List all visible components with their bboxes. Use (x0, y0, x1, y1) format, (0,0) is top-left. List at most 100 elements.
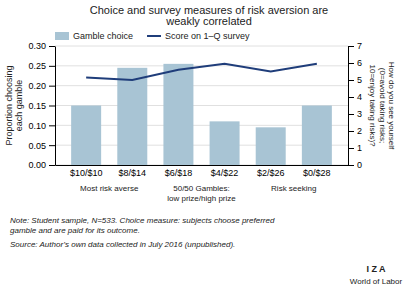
y2-tick: 2 (348, 126, 362, 136)
x-tick: $0/$28 (303, 165, 331, 178)
source-line: Source: Author’s own data collected in J… (10, 240, 235, 249)
x-tick-label: $4/$22 (211, 168, 239, 178)
x-tick-label: $6/$18 (165, 168, 193, 178)
note-line: Note: Student sample, N=533. Choice meas… (10, 216, 275, 225)
grid (55, 46, 348, 165)
marks (71, 64, 332, 165)
legend-item: Score on 1–Q survey (147, 31, 250, 41)
legend: Gamble choice Score on 1–Q survey (55, 31, 250, 41)
y2-tick-mark (348, 131, 354, 132)
group-label-line: Most risk averse (80, 184, 139, 193)
y-tick-mark (49, 125, 55, 126)
y2-tick-mark (348, 148, 354, 149)
bar (210, 121, 240, 165)
grid-line (55, 46, 348, 47)
x-tick: $6/$18 (165, 165, 193, 178)
x-tick: $8/$14 (119, 165, 147, 178)
bar (163, 64, 193, 165)
y2-tick-mark (348, 63, 354, 64)
logo: I Z A (366, 264, 386, 274)
y-tick-label: 0.05 (28, 141, 46, 151)
y2-tick-mark (348, 97, 354, 98)
x-tick-label: $10/$10 (70, 168, 103, 178)
group-label-line: 50/50 Gambles: (173, 184, 229, 193)
y-tick-mark (49, 165, 55, 166)
title-line: weakly correlated (165, 15, 252, 27)
y2-axis-title: 10=enjoy taking risks)? (368, 64, 377, 147)
x-tick-label: $0/$28 (303, 168, 331, 178)
y-axis-title: Proportion choosing (4, 65, 14, 145)
y2-axis-line (348, 47, 349, 166)
y2-tick-mark (348, 165, 354, 166)
x-tick: $4/$22 (211, 165, 239, 178)
bar (256, 127, 286, 165)
legend-label: Score on 1–Q survey (165, 31, 250, 41)
y2-tick-label: 4 (357, 92, 362, 102)
x-axis-line (56, 165, 349, 166)
y-tick-mark (49, 66, 55, 67)
y2-tick: 3 (348, 109, 362, 119)
y-tick-label: 0.00 (28, 160, 46, 170)
y2-tick-label: 7 (357, 41, 362, 51)
chart: $10/$10 $8/$14 $6/$18 $4/$22 $2/$26 $0/$28 0.0… (0, 0, 418, 296)
y2-axis-title: (0=avoid taking risks; (378, 68, 387, 143)
y-tick: 0.20 (28, 81, 55, 91)
y2-axis-title: How do you see yourself (387, 62, 396, 150)
y2-tick-mark (348, 80, 354, 81)
note-line: gamble and are paid for its outcome. (10, 226, 140, 235)
y2-tick: 0 (348, 160, 362, 170)
legend-label: Gamble choice (73, 31, 133, 41)
y2-tick-label: 6 (357, 58, 362, 68)
y-axis: 0.00 0.05 0.10 0.15 0.20 0.25 0.30 (28, 41, 55, 170)
group-label: Risk seeking (271, 184, 316, 193)
legend-swatch (147, 35, 161, 37)
y-tick: 0.25 (28, 61, 55, 71)
legend-item: Gamble choice (55, 31, 133, 41)
y2-tick: 5 (348, 75, 362, 85)
y2-tick: 1 (348, 143, 362, 153)
y2-tick: 6 (348, 58, 362, 68)
y2-tick-label: 0 (357, 160, 362, 170)
plot: $10/$10 $8/$14 $6/$18 $4/$22 $2/$26 $0/$28 0.0… (28, 41, 362, 178)
y-tick-label: 0.25 (28, 61, 46, 71)
y-tick-label: 0.30 (28, 41, 46, 51)
group-label: 50/50 Gambles:low prize/high prize (167, 184, 236, 203)
bar (71, 106, 101, 166)
y-tick: 0.05 (28, 141, 55, 151)
logo-line: I Z A (366, 264, 386, 274)
y-tick: 0.15 (28, 101, 55, 111)
y-axis-title: each gamble (14, 80, 24, 132)
group-label-line: Risk seeking (271, 184, 316, 193)
y2-tick-label: 3 (357, 109, 362, 119)
x-axis: $10/$10 $8/$14 $6/$18 $4/$22 $2/$26 $0/$28 (56, 165, 349, 178)
x-tick: $2/$26 (257, 165, 285, 178)
logo-subtitle: World of Labor (350, 277, 403, 286)
y2-tick-mark (348, 46, 354, 47)
y-tick-mark (49, 145, 55, 146)
group-label: Most risk averse (80, 184, 139, 193)
bar (302, 106, 332, 166)
x-tick: $10/$10 (70, 165, 103, 178)
y-tick-mark (49, 46, 55, 47)
y-tick: 0.00 (28, 160, 55, 170)
group-label-line: low prize/high prize (167, 194, 236, 203)
y-tick-mark (49, 106, 55, 107)
title: Choice and survey measures of risk avers… (90, 4, 328, 27)
y-tick-mark (49, 86, 55, 87)
x-tick-label: $8/$14 (119, 168, 147, 178)
line (86, 64, 317, 80)
y2-tick-label: 2 (357, 126, 362, 136)
y-tick-label: 0.15 (28, 101, 46, 111)
source: Source: Author’s own data collected in J… (10, 240, 235, 249)
y-tick: 0.30 (28, 41, 55, 51)
y2-tick: 7 (348, 41, 362, 51)
y-tick-label: 0.20 (28, 81, 46, 91)
y-tick-label: 0.10 (28, 121, 46, 131)
y2-tick: 4 (348, 92, 362, 102)
y2-axis: 0 1 2 3 4 5 6 7 (348, 41, 362, 170)
note: Note: Student sample, N=533. Choice meas… (10, 216, 275, 235)
y2-tick-label: 1 (357, 143, 362, 153)
y-tick: 0.10 (28, 121, 55, 131)
grid-line (55, 85, 348, 86)
y2-tick-mark (348, 114, 354, 115)
